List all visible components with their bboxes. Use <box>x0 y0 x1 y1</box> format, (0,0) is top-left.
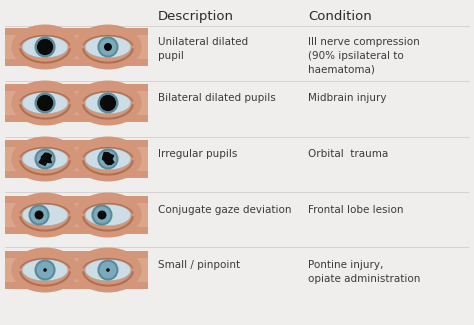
FancyBboxPatch shape <box>5 84 148 122</box>
Ellipse shape <box>74 136 142 181</box>
FancyBboxPatch shape <box>5 196 148 234</box>
Ellipse shape <box>11 81 79 125</box>
Ellipse shape <box>11 248 79 292</box>
FancyBboxPatch shape <box>5 140 148 178</box>
Ellipse shape <box>11 192 79 238</box>
Text: Condition: Condition <box>308 10 372 23</box>
Text: Midbrain injury: Midbrain injury <box>308 93 386 103</box>
Text: Conjugate gaze deviation: Conjugate gaze deviation <box>158 205 292 215</box>
FancyBboxPatch shape <box>5 203 148 227</box>
Text: III nerve compression
(90% ipsilateral to
haematoma): III nerve compression (90% ipsilateral t… <box>308 37 420 74</box>
Ellipse shape <box>74 81 142 125</box>
FancyBboxPatch shape <box>5 35 148 58</box>
Polygon shape <box>102 152 114 164</box>
Circle shape <box>98 211 107 219</box>
Circle shape <box>29 205 48 225</box>
Circle shape <box>92 205 111 225</box>
Circle shape <box>36 150 55 168</box>
Circle shape <box>36 37 55 57</box>
Ellipse shape <box>85 204 131 226</box>
FancyBboxPatch shape <box>5 28 148 66</box>
Text: Orbital  trauma: Orbital trauma <box>308 149 388 159</box>
Circle shape <box>99 261 118 280</box>
Circle shape <box>99 37 118 57</box>
Ellipse shape <box>85 259 131 281</box>
FancyBboxPatch shape <box>5 258 148 281</box>
Polygon shape <box>39 153 52 165</box>
Text: Irregular pupils: Irregular pupils <box>158 149 237 159</box>
Circle shape <box>43 268 47 272</box>
Ellipse shape <box>11 24 79 70</box>
Ellipse shape <box>74 248 142 292</box>
Ellipse shape <box>85 36 131 58</box>
Ellipse shape <box>22 259 68 281</box>
Text: Description: Description <box>158 10 234 23</box>
Ellipse shape <box>22 36 68 58</box>
Ellipse shape <box>74 192 142 238</box>
Circle shape <box>37 39 53 55</box>
Ellipse shape <box>85 92 131 114</box>
Circle shape <box>99 150 118 168</box>
Ellipse shape <box>22 148 68 170</box>
Text: Frontal lobe lesion: Frontal lobe lesion <box>308 205 403 215</box>
Text: Bilateral dilated pupils: Bilateral dilated pupils <box>158 93 276 103</box>
Circle shape <box>106 268 110 272</box>
FancyBboxPatch shape <box>5 251 148 289</box>
FancyBboxPatch shape <box>5 91 148 114</box>
Circle shape <box>104 43 112 51</box>
Ellipse shape <box>85 148 131 170</box>
Text: Pontine injury,
opiate administration: Pontine injury, opiate administration <box>308 260 420 284</box>
Ellipse shape <box>74 24 142 70</box>
Circle shape <box>36 261 55 280</box>
Ellipse shape <box>11 136 79 181</box>
Circle shape <box>99 94 118 112</box>
Circle shape <box>37 95 53 111</box>
Text: Unilateral dilated
pupil: Unilateral dilated pupil <box>158 37 248 60</box>
Circle shape <box>100 95 116 111</box>
Ellipse shape <box>22 204 68 226</box>
FancyBboxPatch shape <box>5 148 148 171</box>
Ellipse shape <box>22 92 68 114</box>
Text: Small / pinpoint: Small / pinpoint <box>158 260 240 270</box>
Circle shape <box>35 211 44 219</box>
Circle shape <box>36 94 55 112</box>
